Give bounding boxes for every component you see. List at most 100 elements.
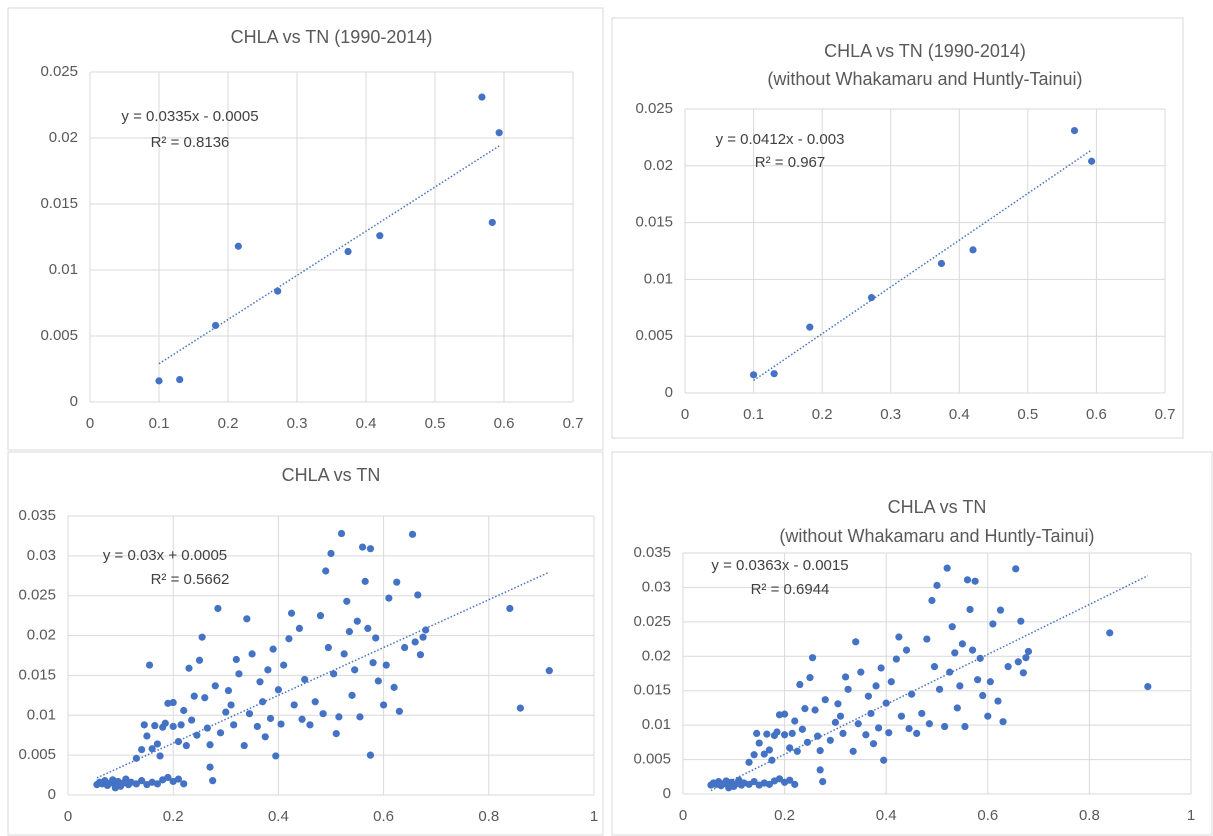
point — [174, 737, 183, 746]
point — [209, 777, 217, 785]
point — [953, 704, 961, 712]
point — [933, 581, 941, 589]
x-tick-label: 0.3 — [880, 406, 901, 423]
point — [332, 730, 340, 738]
point — [979, 691, 987, 700]
point — [395, 707, 403, 715]
point — [138, 777, 146, 785]
point — [216, 729, 225, 737]
point — [366, 751, 375, 759]
chart-title: CHLA vs TN (1990-2014) — [824, 41, 1026, 61]
point — [164, 699, 172, 707]
point — [322, 567, 330, 575]
point — [335, 713, 343, 721]
point — [198, 633, 206, 641]
point — [316, 612, 325, 620]
y-tick-label: 0.015 — [18, 666, 56, 683]
point — [994, 697, 1002, 705]
point — [849, 747, 857, 755]
point — [913, 729, 921, 738]
x-tick-label: 0.5 — [1017, 406, 1038, 423]
point — [750, 751, 758, 759]
point — [1070, 126, 1079, 135]
trendline-equation: y = 0.0363x - 0.0015 — [711, 557, 848, 574]
point — [1022, 654, 1030, 662]
point — [478, 93, 486, 101]
y-tick-label: 0.025 — [18, 587, 56, 604]
point — [180, 706, 188, 715]
point — [844, 685, 852, 693]
point — [164, 773, 172, 782]
point — [361, 577, 369, 585]
point — [839, 729, 847, 738]
y-tick-label: 0.02 — [27, 627, 56, 644]
point — [174, 775, 183, 783]
point — [961, 722, 969, 731]
point — [274, 287, 282, 295]
point — [358, 543, 367, 551]
point — [806, 323, 814, 331]
point — [816, 747, 824, 755]
point — [854, 720, 862, 728]
point — [1019, 669, 1027, 677]
point — [951, 649, 959, 657]
point — [169, 722, 177, 731]
x-tick-label: 0.2 — [812, 406, 833, 423]
x-tick-label: 0.4 — [876, 807, 897, 824]
point — [753, 729, 761, 738]
point — [364, 624, 372, 632]
x-tick-label: 0.7 — [563, 415, 584, 432]
point — [327, 549, 335, 558]
point — [786, 744, 794, 752]
point — [1144, 682, 1152, 691]
point — [190, 692, 198, 700]
point — [808, 654, 817, 662]
point — [193, 731, 201, 739]
point — [773, 728, 781, 736]
point — [750, 778, 758, 786]
point — [902, 646, 911, 654]
point — [155, 377, 163, 385]
point — [869, 740, 878, 748]
chart-subtitle: (without Whakamaru and Huntly-Tainui) — [767, 69, 1082, 89]
point — [419, 633, 427, 641]
x-tick-label: 0.2 — [774, 807, 795, 824]
point — [996, 606, 1005, 614]
y-tick-label: 0.005 — [635, 327, 673, 344]
point — [243, 615, 251, 623]
point — [256, 678, 264, 686]
point — [834, 700, 842, 708]
point — [895, 633, 903, 641]
point — [122, 775, 130, 783]
y-tick-label: 0.035 — [18, 507, 56, 524]
point — [356, 713, 364, 721]
point — [211, 321, 220, 330]
point — [140, 721, 148, 729]
point — [928, 596, 936, 605]
point — [882, 699, 890, 707]
point — [214, 604, 222, 613]
point — [264, 666, 272, 674]
x-tick-label: 0.4 — [949, 406, 970, 423]
point — [801, 705, 809, 713]
point — [925, 720, 933, 728]
point — [203, 724, 211, 732]
point — [324, 643, 332, 652]
point — [295, 624, 304, 632]
point — [290, 701, 298, 709]
point — [182, 741, 190, 750]
point — [791, 780, 799, 788]
point — [826, 736, 834, 744]
point — [788, 729, 796, 738]
point — [261, 733, 269, 741]
point — [169, 698, 177, 707]
point — [867, 293, 876, 302]
point — [235, 670, 243, 678]
point — [1012, 565, 1020, 573]
point — [488, 218, 496, 227]
point — [411, 638, 419, 646]
point — [1024, 647, 1033, 656]
point — [963, 576, 972, 584]
chart-border — [611, 17, 1184, 439]
point — [862, 731, 870, 739]
